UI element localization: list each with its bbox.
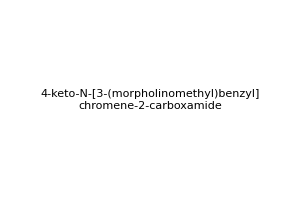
Text: 4-keto-N-[3-(morpholinomethyl)benzyl]
chromene-2-carboxamide: 4-keto-N-[3-(morpholinomethyl)benzyl] ch…	[40, 89, 260, 111]
